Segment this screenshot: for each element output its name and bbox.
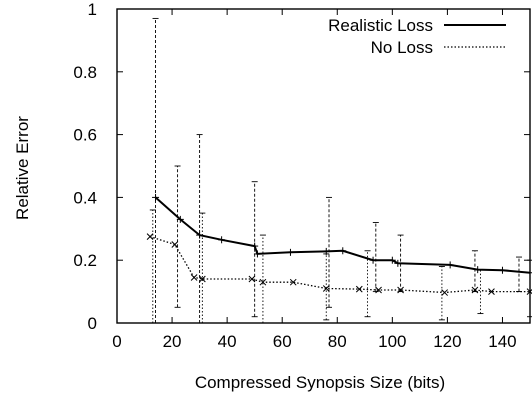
realistic-loss-error-bar <box>515 256 522 293</box>
realistic-loss-point <box>369 256 377 264</box>
x-tick-label-60: 60 <box>273 332 292 351</box>
realistic-loss-error-bar <box>152 17 159 324</box>
no-loss-point <box>488 288 495 295</box>
realistic-loss-point <box>152 193 160 201</box>
realistic-loss-error-bar <box>326 196 333 308</box>
x-tick-label-140: 140 <box>488 332 516 351</box>
realistic-loss-point <box>394 259 402 267</box>
no-loss-point-stroke-b <box>488 288 495 295</box>
no-loss-point-stroke-b <box>471 286 479 294</box>
no-loss-point <box>322 285 330 292</box>
no-loss-point-stroke-b <box>289 278 297 286</box>
no-loss-point <box>248 275 256 283</box>
x-axis-label: Compressed Synopsis Size (bits) <box>195 373 445 392</box>
no-loss-point <box>397 286 404 294</box>
realistic-loss-point <box>251 242 259 250</box>
y-tick-label-1: 1 <box>88 0 97 19</box>
y-tick-label-0.2: 0.2 <box>73 251 97 270</box>
no-loss-point <box>198 275 206 283</box>
no-loss-point-stroke-b <box>190 274 198 281</box>
realistic-loss-point <box>498 266 506 274</box>
realistic-loss-line <box>154 196 531 274</box>
realistic-loss-point <box>253 250 261 258</box>
realistic-loss-point <box>526 269 532 277</box>
realistic-loss-point <box>474 266 482 274</box>
no-loss-point <box>526 288 532 295</box>
y-tick-label-0.8: 0.8 <box>73 63 97 82</box>
no-loss-error-bar <box>199 212 206 324</box>
no-loss-line <box>149 235 530 294</box>
series-markers <box>146 193 532 296</box>
x-tick-label-0: 0 <box>112 332 121 351</box>
realistic-loss-error-bar <box>196 134 203 324</box>
no-loss-error-bar <box>364 250 371 318</box>
no-loss-point-stroke-b <box>355 285 363 293</box>
realistic-loss-point <box>286 248 294 256</box>
realistic-loss-point <box>218 236 226 244</box>
no-loss-point-stroke-b <box>397 286 404 294</box>
realistic-loss-point <box>176 215 184 223</box>
no-loss-error-bar <box>149 209 156 324</box>
x-tick-label-100: 100 <box>378 332 406 351</box>
x-tick-label-80: 80 <box>328 332 347 351</box>
realistic-loss-point <box>446 261 454 269</box>
realistic-loss-point <box>339 247 347 255</box>
no-loss-point <box>190 274 198 281</box>
error-bars <box>149 17 532 324</box>
legend-item-no-loss: No Loss <box>371 38 506 57</box>
no-loss-point-stroke-b <box>171 241 179 248</box>
no-loss-point-stroke-b <box>259 278 267 286</box>
realistic-loss-error-bar <box>174 165 181 308</box>
no-loss-error-bar <box>438 266 445 321</box>
no-loss-point-stroke-b <box>441 289 449 296</box>
no-loss-error-bar <box>527 259 532 318</box>
no-loss-point <box>471 286 479 294</box>
realistic-loss-error-bar <box>372 222 379 293</box>
no-loss-point-stroke-b <box>146 233 154 241</box>
no-loss-point-stroke-b <box>248 275 256 283</box>
no-loss-point <box>289 278 297 286</box>
x-tick-label-120: 120 <box>433 332 461 351</box>
realistic-loss-point <box>196 231 204 239</box>
legend-label-realistic-loss: Realistic Loss <box>328 16 433 35</box>
no-loss-point-stroke-b <box>198 275 206 283</box>
no-loss-point-stroke-b <box>375 286 382 294</box>
realistic-loss-point <box>322 247 330 255</box>
no-loss-point-stroke-b <box>322 285 330 292</box>
y-tick-label-0: 0 <box>88 314 97 333</box>
legend-label-no-loss: No Loss <box>371 38 433 57</box>
no-loss-error-bar <box>259 234 266 324</box>
realistic-loss-point <box>388 256 396 264</box>
y-tick-label-0.6: 0.6 <box>73 126 97 145</box>
realistic-loss-error-bar <box>471 250 478 293</box>
no-loss-point <box>146 233 154 241</box>
plot-frame <box>116 8 531 324</box>
no-loss-point <box>355 285 363 293</box>
no-loss-point <box>441 289 449 296</box>
y-axis-label: Relative Error <box>13 116 32 220</box>
no-loss-error-bar <box>477 269 484 315</box>
series-lines <box>149 196 531 294</box>
legend-item-realistic-loss: Realistic Loss <box>328 16 506 35</box>
legend: Realistic Loss No Loss <box>328 16 506 57</box>
x-tick-label-40: 40 <box>218 332 237 351</box>
no-loss-point <box>259 278 267 286</box>
axis-ticks: 0 20 40 60 80 100 120 140 0 0.2 0.4 0.6 0.8 1 <box>73 0 530 351</box>
no-loss-point-stroke-b <box>526 288 532 295</box>
no-loss-point <box>375 286 382 294</box>
no-loss-point <box>171 241 179 248</box>
x-tick-label-20: 20 <box>163 332 182 351</box>
y-tick-label-0.4: 0.4 <box>73 188 97 207</box>
